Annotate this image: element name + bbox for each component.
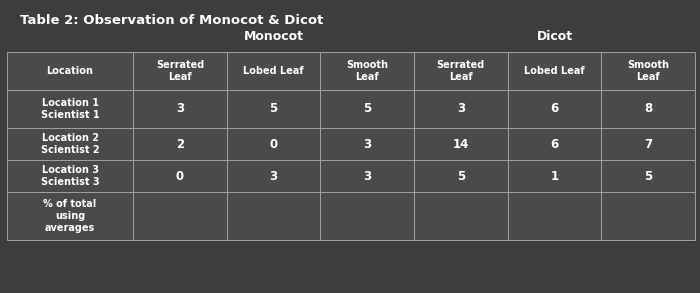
Bar [414,90,508,128]
Bar [227,90,321,128]
Text: 14: 14 [453,137,469,151]
Text: 3: 3 [363,169,371,183]
Text: Smooth
Leaf: Smooth Leaf [346,60,389,82]
Text: 1: 1 [550,169,559,183]
Text: 5: 5 [644,169,652,183]
Text: 6: 6 [550,103,559,115]
Text: 3: 3 [176,103,184,115]
Text: Serrated
Leaf: Serrated Leaf [437,60,485,82]
Bar [601,160,695,192]
Bar [227,160,321,192]
Bar [508,128,601,160]
Text: Smooth
Leaf: Smooth Leaf [627,60,669,82]
Text: Serrated
Leaf: Serrated Leaf [156,60,204,82]
Bar [321,52,414,90]
Bar [508,90,601,128]
Text: 3: 3 [270,169,278,183]
Bar [321,160,414,192]
Bar [7,192,133,240]
Text: 7: 7 [644,137,652,151]
Bar [414,192,508,240]
Text: 3: 3 [457,103,465,115]
Bar [321,128,414,160]
Bar [601,90,695,128]
Bar [133,160,227,192]
Text: Location 1
Scientist 1: Location 1 Scientist 1 [41,98,99,120]
Bar [133,52,227,90]
Text: 5: 5 [270,103,278,115]
Text: 2: 2 [176,137,184,151]
Bar [227,192,321,240]
Text: 3: 3 [363,137,371,151]
Text: 6: 6 [550,137,559,151]
Text: Location: Location [47,66,94,76]
Text: 5: 5 [363,103,371,115]
Bar [227,52,321,90]
Bar [7,128,133,160]
Text: % of total
using
averages: % of total using averages [43,199,97,234]
Text: 8: 8 [644,103,652,115]
Text: 0: 0 [270,137,278,151]
Bar [7,160,133,192]
Text: 5: 5 [456,169,465,183]
Bar [508,160,601,192]
Bar [321,192,414,240]
Bar [133,128,227,160]
Bar [414,160,508,192]
Bar [227,128,321,160]
Bar [414,128,508,160]
Bar [321,90,414,128]
Bar [601,128,695,160]
Bar [414,52,508,90]
Bar [133,192,227,240]
Text: Lobed Leaf: Lobed Leaf [524,66,584,76]
Bar [133,90,227,128]
Text: 0: 0 [176,169,184,183]
Text: Location 2
Scientist 2: Location 2 Scientist 2 [41,133,99,155]
Bar [601,192,695,240]
Text: Monocot: Monocot [244,30,304,43]
Bar [7,90,133,128]
Text: Location 3
Scientist 3: Location 3 Scientist 3 [41,165,99,187]
Text: Table 2: Observation of Monocot & Dicot: Table 2: Observation of Monocot & Dicot [20,14,323,27]
Text: Lobed Leaf: Lobed Leaf [243,66,304,76]
Bar [7,52,133,90]
Text: Dicot: Dicot [536,30,573,43]
Bar [508,192,601,240]
Bar [508,52,601,90]
Bar [601,52,695,90]
